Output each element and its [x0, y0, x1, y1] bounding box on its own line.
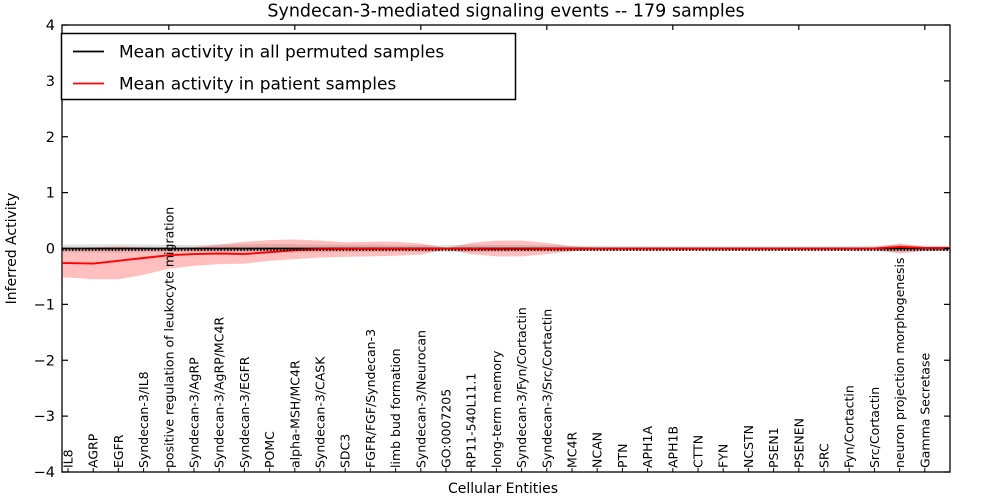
x-tick-label: APH1B [665, 426, 680, 468]
x-tick-label: alpha-MSH/MC4R [287, 360, 302, 468]
x-tick-label: SRC [817, 443, 832, 468]
legend-box [60, 32, 517, 101]
x-tick-label: CTTN [691, 435, 706, 468]
x-tick-label: FGFR/FGF/Syndecan-3 [363, 329, 378, 468]
x-tick-label: EGFR [111, 434, 126, 468]
x-tick-label: POMC [262, 431, 277, 468]
x-tick-label: long-term memory [489, 350, 504, 468]
x-tick-label: IL8 [61, 449, 76, 468]
x-tick-label: Syndecan-3/EGFR [237, 356, 252, 468]
legend-label-permuted: Mean activity in all permuted samples [119, 43, 444, 63]
x-tick-label: Syndecan-3/Neurocan [413, 330, 428, 468]
x-tick-label: Syndecan-3/Fyn/Cortactin [514, 307, 529, 468]
legend-label-patient: Mean activity in patient samples [119, 75, 396, 95]
x-tick-label: NCAN [590, 432, 605, 468]
y-axis-label: Inferred Activity [4, 193, 20, 305]
legend: Mean activity in all permuted samples Me… [60, 32, 517, 101]
x-tick-labels: IL8 AGRP EGFR Syndecan-3/IL8 positive regula… [61, 207, 933, 468]
x-tick-label: Syndecan-3/AgRP/MC4R [212, 317, 227, 468]
x-tick-label: NCSTN [741, 425, 756, 468]
y-tick-label: −1 [34, 297, 55, 313]
x-tick-label: neuron projection morphogenesis [892, 257, 907, 468]
y-tick-label: 2 [46, 130, 55, 146]
y-tick-labels: 4 3 2 1 0 −1 −2 −3 −4 [34, 18, 55, 481]
chart-title: Syndecan-3-mediated signaling events -- … [267, 2, 744, 22]
x-tick-label: Syndecan-3/Src/Cortactin [539, 309, 554, 468]
x-tick-label: Gamma Secretase [917, 353, 932, 468]
y-tick-label: −3 [34, 409, 55, 425]
x-tick-label: limb bud formation [388, 348, 403, 468]
x-tick-label: PSEN1 [766, 427, 781, 468]
x-tick-label: Syndecan-3/IL8 [136, 371, 151, 468]
x-tick-label: PTN [615, 443, 630, 468]
x-tick-label: AGRP [86, 433, 101, 468]
x-tick-label: FYN [716, 444, 731, 468]
x-tick-label: PSENEN [791, 418, 806, 468]
x-tick-label: MC4R [565, 432, 580, 468]
x-tick-label: RP11-540L11.1 [464, 373, 479, 468]
y-tick-label: 1 [46, 186, 55, 202]
patient-mean-line [62, 245, 950, 265]
y-tick-label: −2 [34, 353, 55, 369]
x-tick-label: Syndecan-3/AgRP [187, 357, 202, 468]
y-tick-label: 4 [46, 18, 55, 34]
mean-lines [62, 245, 950, 265]
x-tick-label: Fyn/Cortactin [842, 385, 857, 468]
y-tick-label: −4 [34, 465, 55, 481]
x-tick-label: SDC3 [338, 434, 353, 468]
x-tick-label: GO:0007205 [439, 389, 454, 468]
x-tick-label: Src/Cortactin [867, 387, 882, 468]
y-tick-label: 0 [46, 242, 55, 258]
x-axis-label: Cellular Entities [448, 481, 558, 497]
x-tick-label: APH1A [640, 426, 655, 468]
x-tick-label: positive regulation of leukocyte migrati… [161, 207, 176, 468]
x-tick-label: Syndecan-3/CASK [313, 356, 328, 468]
y-tick-label: 3 [46, 74, 55, 90]
